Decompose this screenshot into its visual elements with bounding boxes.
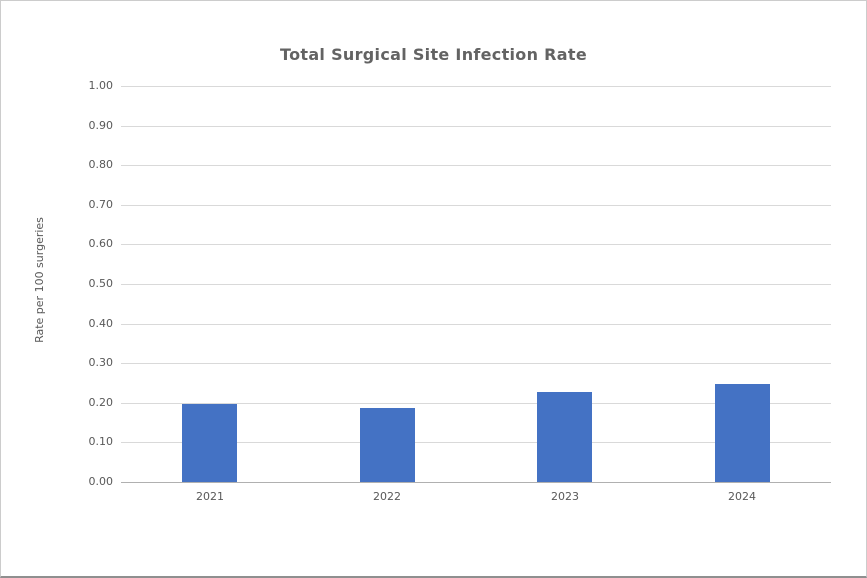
y-tick-label: 0.20 xyxy=(88,396,114,409)
y-tick-label: 0.80 xyxy=(88,158,114,171)
y-tick-label: 0.70 xyxy=(88,198,114,211)
bar-2023 xyxy=(537,392,592,482)
gridline xyxy=(121,284,831,285)
y-tick-label: 1.00 xyxy=(88,79,114,92)
bar-2024 xyxy=(715,384,770,482)
gridline xyxy=(121,205,831,206)
y-tick-label: 0.10 xyxy=(88,435,114,448)
gridline xyxy=(121,403,831,404)
y-tick-label: 0.00 xyxy=(88,475,114,488)
gridline xyxy=(121,363,831,364)
x-tick-label-2023: 2023 xyxy=(551,490,579,503)
bar-2022 xyxy=(360,408,415,482)
gridline xyxy=(121,442,831,443)
bar-2021 xyxy=(182,404,237,482)
gridline xyxy=(121,126,831,127)
x-tick-label-2024: 2024 xyxy=(728,490,756,503)
y-tick-label: 0.90 xyxy=(88,119,114,132)
x-axis-line xyxy=(121,482,831,483)
gridline xyxy=(121,86,831,87)
y-tick-label: 0.50 xyxy=(88,277,114,290)
x-tick-label-2021: 2021 xyxy=(196,490,224,503)
y-tick-label: 0.30 xyxy=(88,356,114,369)
x-tick-label-2022: 2022 xyxy=(373,490,401,503)
gridline xyxy=(121,324,831,325)
gridline xyxy=(121,165,831,166)
y-tick-label: 0.40 xyxy=(88,317,114,330)
y-tick-label: 0.60 xyxy=(88,237,114,250)
gridline xyxy=(121,244,831,245)
chart-title: Total Surgical Site Infection Rate xyxy=(280,45,587,64)
